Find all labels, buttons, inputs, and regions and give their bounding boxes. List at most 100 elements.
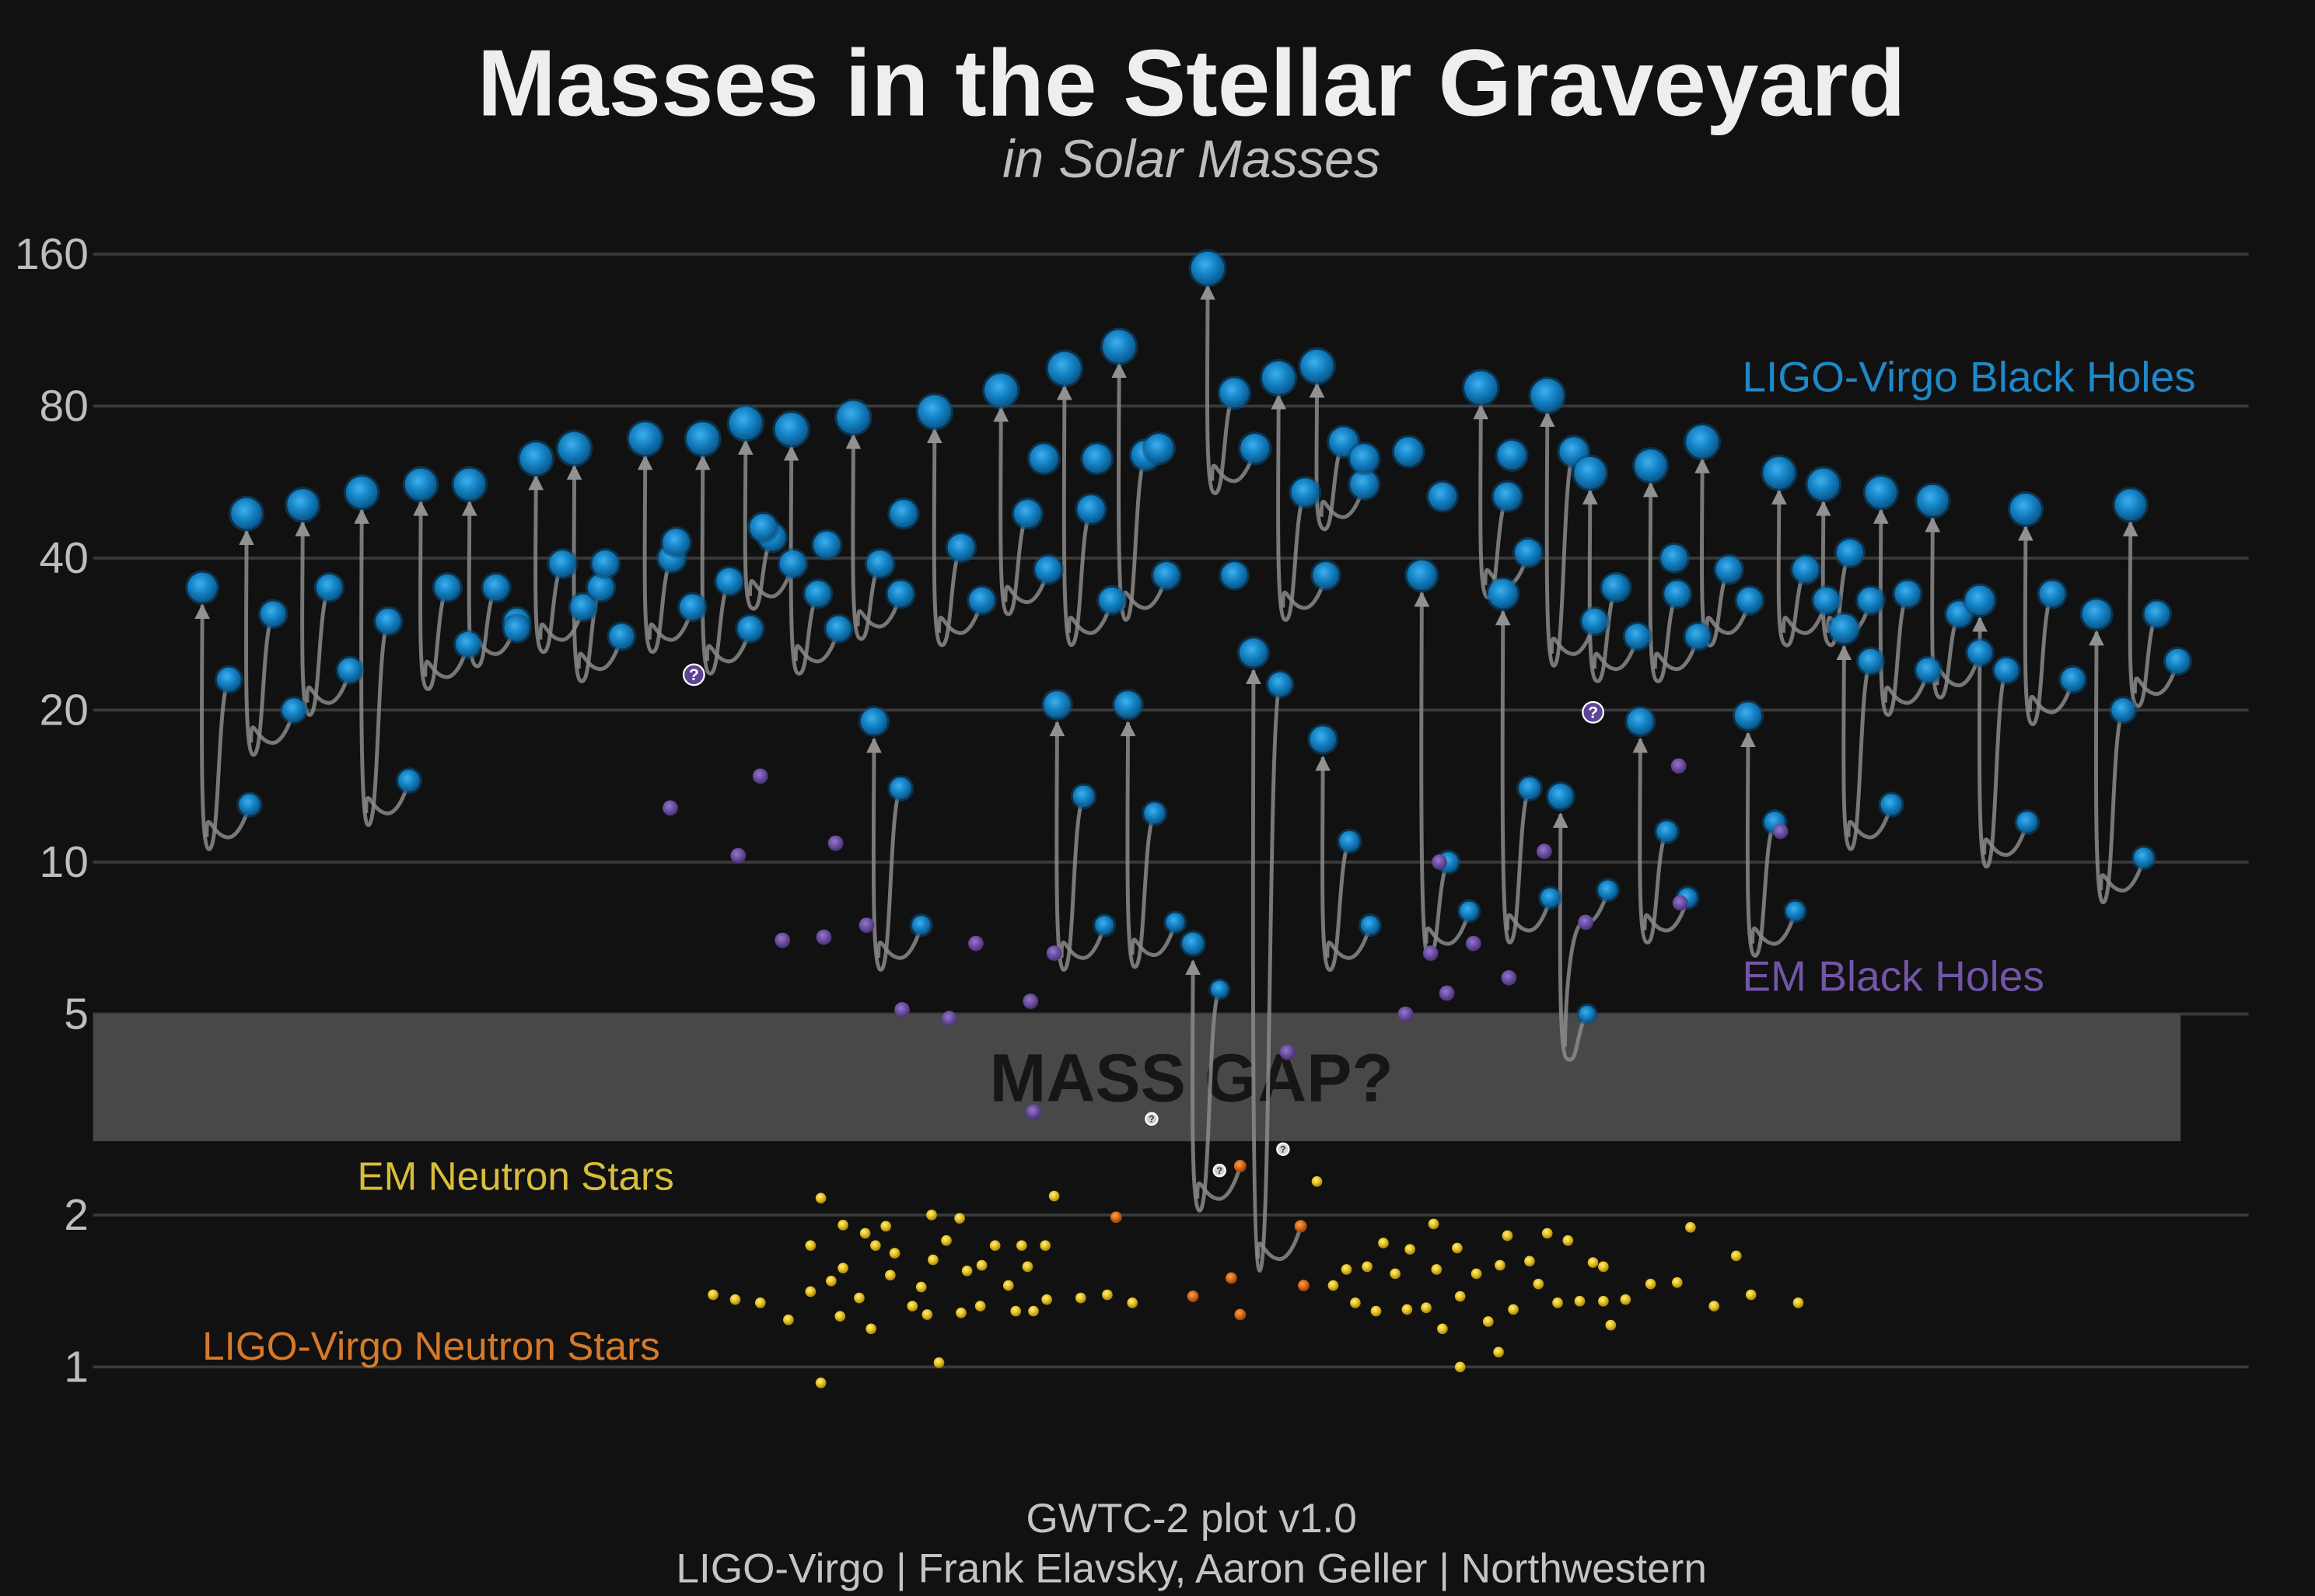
merger-link	[1315, 755, 1352, 972]
ligo-bh-final-point	[628, 422, 662, 456]
ligo-bh-point	[890, 777, 912, 799]
em-ns-point	[1010, 1305, 1022, 1317]
em-bh-point	[1279, 1044, 1296, 1060]
merger-link	[1195, 1165, 1243, 1201]
ligo-bh-point	[779, 550, 806, 578]
em-ns-point	[1541, 1228, 1553, 1239]
em-bh-point	[1397, 1006, 1414, 1022]
unknown-point	[1212, 1163, 1226, 1178]
em-ns-point	[954, 1213, 965, 1224]
em-ns-point	[1390, 1268, 1401, 1280]
em-ns-point	[870, 1240, 881, 1252]
ligo-bh-point	[504, 616, 530, 641]
ligo-bh-point	[1313, 562, 1339, 588]
y-tick-labels: 1 2 5 10 20 40 80 160	[15, 229, 89, 1392]
ligo-bh-point	[1082, 444, 1112, 473]
em-bh-point	[1422, 945, 1439, 962]
em-ns-point	[1311, 1175, 1323, 1187]
merger-link	[793, 627, 841, 664]
ligo-bh-point	[716, 568, 743, 595]
ligo-bh-point	[1785, 901, 1805, 921]
ligo-bh-point	[588, 574, 614, 601]
ligo-bh-point	[1493, 482, 1522, 511]
ligo-bh-point	[1153, 562, 1180, 588]
ligo-bh-final-point	[1634, 449, 1667, 482]
ligo-bh-point	[1660, 544, 1688, 571]
unknown-point	[1145, 1112, 1159, 1126]
ligo-bh-point	[1077, 495, 1105, 523]
ligo-bh-final-point	[519, 442, 552, 475]
em-ns-point	[815, 1378, 827, 1388]
merger-link	[705, 627, 752, 664]
em-ns-point	[941, 1235, 952, 1246]
em-ns-point	[1598, 1261, 1609, 1273]
merger-link	[637, 454, 674, 654]
ligo-bh-point	[1394, 437, 1423, 466]
ligo-ns-point	[1110, 1211, 1122, 1224]
em-ns-point	[805, 1240, 817, 1252]
ligo-bh-point	[609, 623, 635, 649]
ligo-bh-point	[1013, 499, 1042, 528]
merger-link	[205, 804, 252, 840]
em-ns-point	[1495, 1259, 1505, 1271]
merger-link	[239, 529, 275, 756]
em-ns-point	[1041, 1294, 1052, 1305]
ligo-bh-final-point	[1965, 585, 1995, 615]
em-ns-point	[815, 1193, 827, 1204]
em-ns-point	[805, 1286, 817, 1297]
footer-credits: LIGO-Virgo | Frank Elavsky, Aaron Geller…	[676, 1546, 1707, 1592]
merger-link	[926, 428, 963, 648]
y-tick-label: 5	[64, 989, 89, 1039]
merger-link	[1495, 609, 1532, 945]
em-ns-point	[1730, 1250, 1742, 1262]
merger-link	[1652, 635, 1700, 672]
em-ns-point	[1404, 1244, 1415, 1255]
merger-link	[1815, 500, 1852, 648]
em-ns-point	[1431, 1264, 1443, 1275]
ligo-bh-point	[1428, 482, 1456, 511]
em-ns-point	[885, 1269, 896, 1281]
merger-link	[1057, 384, 1093, 647]
ligo-bh-final-point	[1182, 932, 1205, 955]
ligo-bh-final-point	[1917, 484, 1949, 517]
ligo-ns-point	[1226, 1272, 1237, 1284]
ligo-bh-point	[1540, 888, 1560, 908]
ligo-bh-point	[2061, 667, 2086, 692]
em-ns-point	[754, 1297, 766, 1308]
ligo-bh-point	[663, 529, 690, 556]
em-ns-point	[1341, 1264, 1352, 1275]
merger-link	[1972, 616, 2009, 868]
ligo-bh-final-point	[1102, 330, 1136, 363]
ligo-bh-final-point	[231, 498, 263, 529]
em-bh-point	[1501, 969, 1517, 986]
merger-link	[354, 508, 390, 827]
ligo-bh-point	[1736, 587, 1763, 613]
ligo-bh-final-point	[1829, 614, 1859, 643]
em-ns-point	[976, 1259, 988, 1271]
y-tick-label: 160	[15, 229, 89, 279]
ligo-bh-final-point	[1530, 379, 1564, 412]
em-ns-point	[1421, 1302, 1432, 1314]
ligo-ns-point	[1187, 1290, 1199, 1302]
ligo-bh-point	[316, 574, 343, 601]
merger-link	[1782, 599, 1828, 635]
em-ns-point	[1493, 1346, 1504, 1358]
merger-link	[1883, 669, 1930, 705]
em-bh-point	[1439, 985, 1455, 1001]
em-ns-point	[1401, 1304, 1413, 1315]
ligo-ns-label: LIGO-Virgo Neutron Stars	[202, 1324, 660, 1368]
merger-link	[413, 500, 449, 691]
ligo-bh-point	[737, 616, 763, 641]
merger-link	[364, 780, 411, 815]
ligo-bh-point	[1144, 802, 1166, 824]
ligo-bh-final-point	[729, 407, 763, 440]
ligo-bh-point	[483, 574, 509, 601]
ligo-bh-point	[826, 616, 852, 641]
merger-link	[1185, 959, 1222, 1213]
merger-link	[1563, 889, 1610, 1047]
merger-link	[1130, 921, 1177, 957]
merger-link	[1632, 737, 1669, 945]
em-ns-point	[1127, 1297, 1138, 1308]
ligo-bh-point	[1582, 608, 1607, 634]
em-ns-point	[1454, 1290, 1466, 1302]
